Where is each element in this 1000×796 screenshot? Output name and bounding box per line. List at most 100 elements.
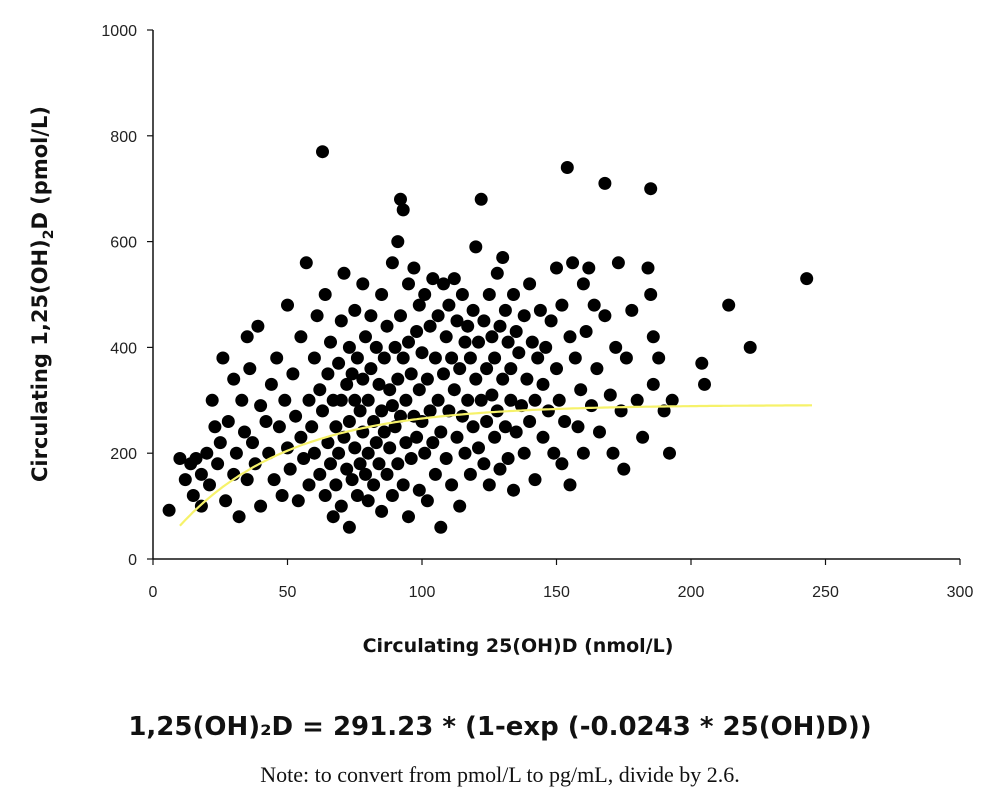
data-point — [375, 404, 389, 418]
data-point — [399, 436, 413, 450]
data-point — [243, 362, 257, 376]
data-point — [385, 256, 399, 270]
data-point — [517, 446, 531, 460]
data-point — [350, 489, 364, 502]
data-point — [334, 499, 348, 513]
data-point — [291, 494, 305, 508]
x-tick-label: 250 — [812, 584, 839, 601]
data-point — [372, 457, 386, 471]
data-point — [598, 176, 612, 190]
data-point — [313, 467, 327, 481]
data-point — [316, 145, 329, 159]
data-point — [410, 430, 424, 444]
data-point — [523, 277, 537, 291]
data-point — [490, 266, 504, 280]
data-point — [550, 362, 563, 376]
data-point — [609, 340, 623, 354]
data-point — [453, 362, 467, 376]
data-point — [482, 478, 496, 492]
data-point — [334, 393, 348, 407]
data-point — [606, 446, 620, 460]
data-point — [375, 504, 389, 518]
data-point — [493, 319, 507, 333]
data-point — [477, 314, 491, 328]
data-point — [229, 446, 243, 460]
data-point — [472, 335, 485, 349]
data-point — [278, 393, 292, 407]
data-point — [281, 298, 294, 312]
data-point — [418, 446, 432, 460]
data-point — [329, 420, 343, 434]
data-point — [324, 335, 337, 349]
data-point — [552, 393, 566, 407]
data-point — [310, 309, 324, 323]
data-point — [445, 351, 459, 365]
data-point — [361, 446, 375, 460]
data-point — [340, 377, 354, 391]
y-axis-title-subscript: 2 — [41, 230, 57, 240]
data-point — [203, 478, 216, 492]
data-point — [461, 393, 475, 407]
data-point — [603, 388, 617, 402]
y-tick-label: 400 — [110, 340, 137, 357]
data-point — [332, 446, 346, 460]
data-point — [585, 399, 598, 413]
data-point — [211, 457, 225, 471]
x-axis-title: Circulating 25(OH)D (nmol/L) — [363, 635, 674, 657]
data-point — [367, 478, 381, 492]
data-point — [385, 399, 399, 413]
data-point — [178, 473, 192, 487]
data-point — [394, 309, 407, 323]
data-point — [488, 430, 502, 444]
data-point — [208, 420, 222, 434]
data-point — [646, 377, 660, 391]
data-point — [254, 399, 268, 413]
data-point — [318, 288, 332, 301]
data-point — [410, 325, 424, 338]
data-point — [536, 430, 550, 444]
data-point — [501, 452, 515, 465]
data-point — [173, 452, 187, 465]
data-point — [340, 462, 354, 476]
data-point — [558, 415, 572, 428]
data-point — [316, 404, 329, 418]
x-tick-label: 100 — [409, 584, 436, 601]
data-point — [350, 351, 364, 365]
data-point — [463, 467, 477, 481]
data-point — [458, 446, 472, 460]
data-point — [391, 235, 405, 249]
data-point — [423, 319, 437, 333]
data-point — [445, 478, 459, 492]
data-point — [189, 452, 203, 465]
data-point — [324, 457, 337, 471]
data-point — [329, 478, 343, 492]
data-point — [275, 489, 289, 502]
data-point — [455, 409, 469, 423]
data-point — [272, 420, 286, 434]
data-point — [348, 303, 362, 317]
data-point — [617, 462, 631, 476]
data-point — [380, 319, 394, 333]
y-axis-title-main: Circulating 1,25(OH) — [28, 239, 52, 482]
data-point — [412, 298, 426, 312]
data-point — [450, 314, 464, 328]
data-point — [434, 520, 448, 534]
data-point — [698, 377, 711, 391]
data-point — [547, 446, 561, 460]
data-point — [453, 499, 467, 513]
data-point — [246, 436, 259, 450]
data-point — [636, 430, 650, 444]
data-point — [657, 404, 671, 418]
data-point — [289, 409, 303, 423]
y-tick-label: 600 — [110, 235, 137, 252]
data-point — [307, 351, 321, 365]
data-point — [235, 393, 249, 407]
data-point — [472, 441, 485, 455]
data-point — [447, 383, 461, 397]
scatter-chart: 0 200 400 600 800 1000 0 50 100 150 200 250 300 Circ… — [28, 23, 973, 657]
data-point — [485, 388, 499, 402]
data-point — [563, 330, 577, 344]
x-tick-label: 0 — [149, 584, 158, 601]
data-point — [326, 510, 340, 524]
data-point — [361, 393, 375, 407]
